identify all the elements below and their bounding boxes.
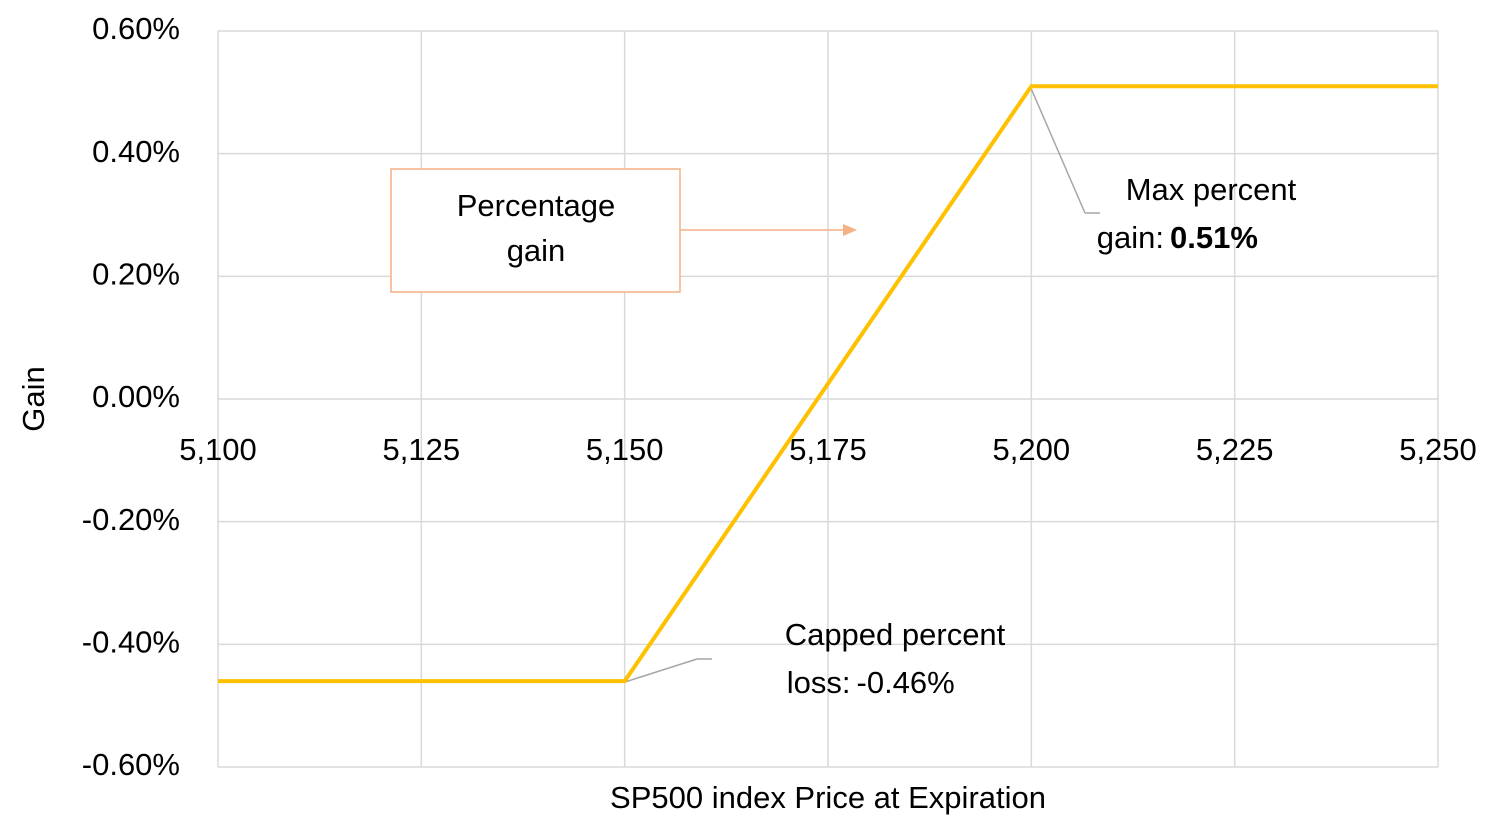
legend-arrowhead	[843, 224, 857, 236]
y-tick-label: -0.60%	[82, 747, 180, 782]
leader-line	[1029, 85, 1086, 214]
y-tick-label: -0.40%	[82, 625, 180, 660]
data-label: 0.51%	[1170, 220, 1258, 255]
data-label: -0.46%	[857, 665, 955, 700]
legend-label: Percentage gain	[457, 188, 616, 268]
annotation-text: gain:	[1097, 220, 1164, 255]
y-tick-label: 0.60%	[92, 11, 180, 46]
x-tick-label: 5,150	[586, 432, 664, 467]
x-tick-label: 5,125	[383, 432, 461, 467]
y-tick-label: 0.40%	[92, 134, 180, 169]
annotation-text: Capped percent	[785, 617, 1006, 652]
x-tick-label: 5,175	[789, 432, 867, 467]
x-tick-label: 5,225	[1196, 432, 1274, 467]
y-tick-label: 0.00%	[92, 379, 180, 414]
x-tick-label: 5,100	[179, 432, 257, 467]
x-tick-label: 5,200	[993, 432, 1071, 467]
y-tick-label: 0.20%	[92, 257, 180, 292]
y-axis-title: Gain	[16, 366, 51, 431]
annotation-text: loss:	[787, 665, 851, 700]
line-series	[218, 84, 1438, 684]
leader-line	[624, 658, 698, 683]
x-tick-label: 5,250	[1399, 432, 1477, 467]
grid	[217, 30, 1439, 768]
x-axis-title: SP500 index Price at Expiration	[610, 780, 1046, 815]
y-tick-label: -0.20%	[82, 502, 180, 537]
annotation-text: Max percent	[1126, 172, 1297, 207]
